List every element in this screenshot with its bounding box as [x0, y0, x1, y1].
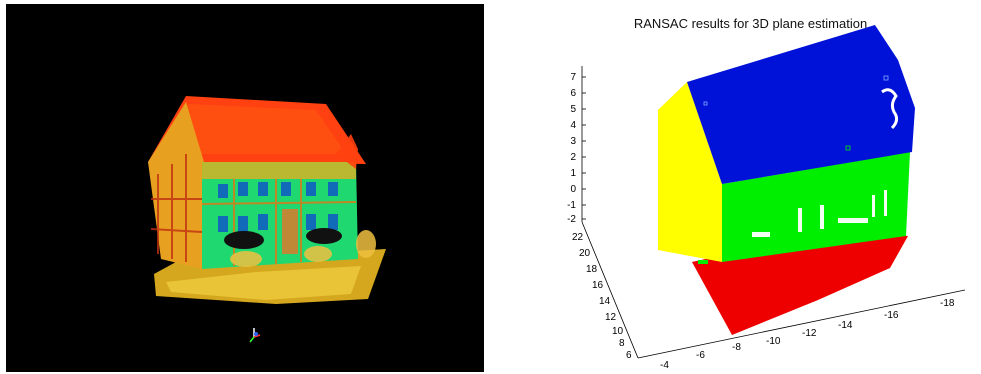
- y-tick: 16: [592, 280, 604, 291]
- z-tick: 3: [570, 136, 576, 147]
- y-tick: 14: [599, 296, 611, 307]
- x-tick: -18: [940, 298, 955, 309]
- x-tick: -10: [766, 336, 781, 347]
- x-tick: -6: [696, 350, 705, 361]
- z-tick: 4: [570, 120, 576, 131]
- x-tick: -16: [884, 310, 899, 321]
- z-tick: 6: [570, 88, 576, 99]
- z-tick: 2: [570, 152, 576, 163]
- y-tick: 6: [626, 350, 632, 361]
- ransac-3d-plot: 7 6 5 4 3 2 1 0 -1 -2 22 20 18: [567, 25, 966, 371]
- gable-plane: [658, 82, 722, 262]
- ransac-plot-panel: RANSAC results for 3D plane estimation: [520, 0, 981, 374]
- z-tick: 7: [570, 72, 576, 83]
- x-tick: -8: [732, 342, 741, 353]
- plot-axes: [581, 66, 966, 359]
- y-tick: 18: [586, 264, 598, 275]
- gable-wall-points: [148, 102, 204, 269]
- y-axis-ticks: 22 20 18 16 14 12 10 8 6: [572, 232, 632, 361]
- plot-title: RANSAC results for 3D plane estimation: [633, 16, 868, 31]
- axis-gizmo-icon: [249, 328, 261, 343]
- z-axis-ticks: 7 6 5 4 3 2 1 0 -1 -2: [567, 72, 576, 225]
- y-tick: 8: [619, 338, 625, 349]
- x-tick: -14: [838, 320, 853, 331]
- x-tick: -12: [802, 328, 817, 339]
- roof-plane: [687, 25, 912, 184]
- y-tick: 10: [612, 326, 624, 337]
- y-tick: 20: [579, 248, 591, 259]
- z-tick: 5: [570, 104, 576, 115]
- z-tick: 1: [570, 168, 576, 179]
- point-cloud-view: [6, 4, 484, 372]
- z-tick: -2: [567, 214, 576, 225]
- z-tick: 0: [570, 184, 576, 195]
- house-point-cloud-image: [148, 96, 386, 343]
- z-tick: -1: [567, 200, 576, 211]
- y-tick: 22: [572, 232, 584, 243]
- x-tick: -4: [660, 360, 669, 371]
- y-tick: 12: [605, 312, 617, 323]
- x-axis-ticks: -4 -6 -8 -10 -12 -14 -16 -18: [660, 298, 955, 371]
